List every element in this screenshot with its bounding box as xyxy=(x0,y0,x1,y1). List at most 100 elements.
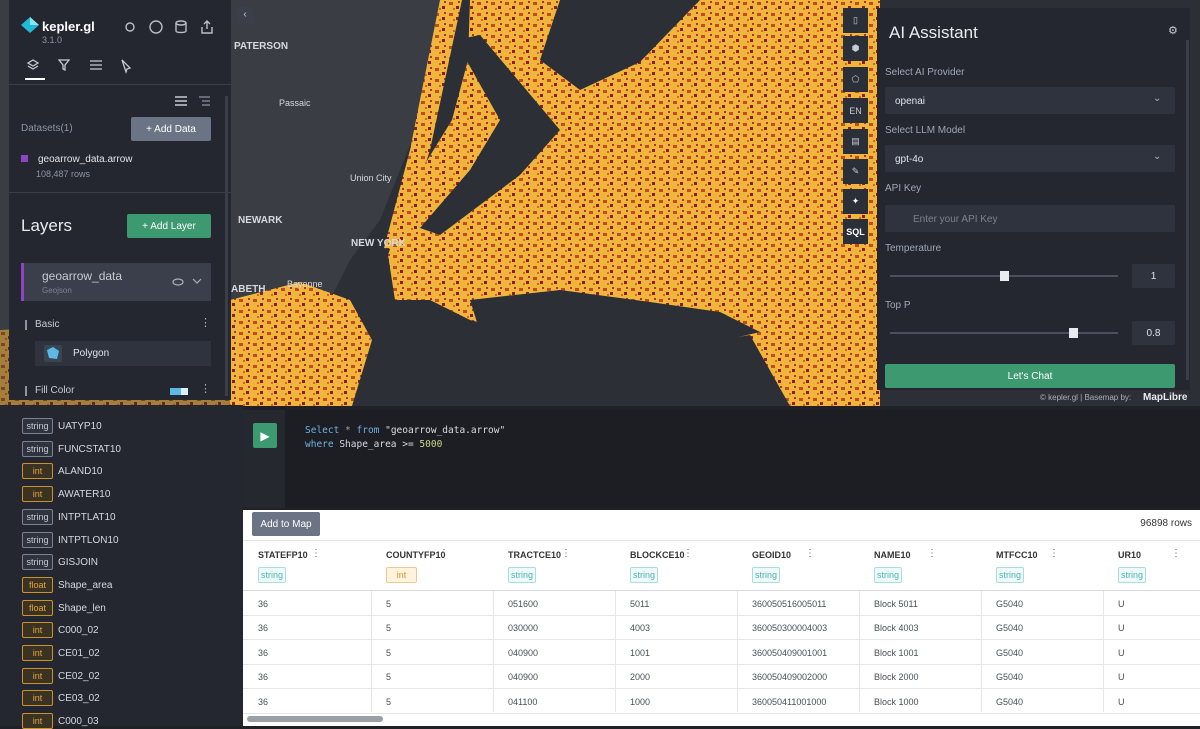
map-label: NEWARK xyxy=(238,215,283,226)
cell: 360050300004003 xyxy=(752,623,828,634)
row-border xyxy=(243,663,1200,665)
type-badge: string xyxy=(22,508,53,525)
column-menu[interactable]: ⋮ xyxy=(927,548,937,559)
temperature-slider[interactable] xyxy=(1000,271,1009,281)
cell: 030000 xyxy=(508,623,539,634)
field-name: INTPTLAT10 xyxy=(58,511,116,523)
split-map[interactable]: ▯ xyxy=(843,8,868,33)
add-layer-button[interactable]: + Add Layer xyxy=(127,214,211,238)
column-name[interactable]: BLOCKCE10 xyxy=(630,550,685,560)
cell: 36 xyxy=(258,599,269,609)
cell: 1000 xyxy=(630,696,651,707)
cell: U xyxy=(1118,672,1125,683)
legend[interactable]: ▤ xyxy=(843,129,868,154)
field-name: Shape_len xyxy=(58,602,106,614)
type-badge: int xyxy=(22,667,53,684)
cell: 041100 xyxy=(508,696,538,707)
column-menu[interactable]: ⋮ xyxy=(439,548,449,559)
cell: 360050409002000 xyxy=(752,672,828,683)
row-border xyxy=(243,712,1200,714)
column-menu[interactable]: ⋮ xyxy=(1049,548,1059,559)
polygon-icon xyxy=(44,345,62,362)
sql-token: from xyxy=(356,425,380,436)
column-name[interactable]: UR10 xyxy=(1118,550,1142,560)
fill-swatch[interactable] xyxy=(170,388,188,395)
map-label: ABETH xyxy=(231,284,265,295)
cell: 2000 xyxy=(630,672,651,683)
api-key-label: API Key xyxy=(885,183,922,194)
top-p-value[interactable]: 0.8 xyxy=(1132,321,1175,345)
field-name: AWATER10 xyxy=(58,489,111,501)
type-badge: float xyxy=(22,576,53,593)
header-icons xyxy=(125,20,213,34)
cell: G5040 xyxy=(996,696,1024,707)
sql-toggle[interactable]: SQL xyxy=(843,219,868,244)
column-name[interactable]: GEOID10 xyxy=(752,550,792,560)
add-data-button[interactable]: + Add Data xyxy=(131,117,211,141)
temperature-label: Temperature xyxy=(885,243,942,254)
collapse-toggle[interactable]: ‹ xyxy=(237,7,253,23)
column-divider xyxy=(737,590,738,712)
temperature-value[interactable]: 1 xyxy=(1132,264,1175,288)
run-button[interactable]: ▶ xyxy=(253,423,277,448)
cell: 040900 xyxy=(508,647,539,658)
ai-toggle[interactable]: ✦ xyxy=(843,189,868,214)
provider-select[interactable]: openai xyxy=(885,87,1175,114)
draw[interactable]: ⬠ xyxy=(843,67,868,92)
api-key-input[interactable]: Enter your API Key xyxy=(885,205,1175,232)
cell: G5040 xyxy=(996,672,1024,683)
type-badge: string xyxy=(22,418,53,434)
sql-code[interactable]: Select * from "geoarrow_data.arrow" where… xyxy=(305,424,505,452)
cell: 4003 xyxy=(630,623,651,634)
maplibre-logo: MapLibre xyxy=(1143,392,1188,403)
sql-token: "geoarrow_data.arrow" xyxy=(379,425,506,436)
dataset-name[interactable]: geoarrow_data.arrow xyxy=(38,154,133,165)
field-name: C000_03 xyxy=(58,716,99,728)
layer-card[interactable] xyxy=(21,263,211,301)
type-badge: string xyxy=(508,567,536,583)
column-name[interactable]: STATEFP10 xyxy=(258,550,308,560)
cell: 5 xyxy=(386,599,392,609)
field-name: ALAND10 xyxy=(58,466,103,478)
map-label: Passaic xyxy=(279,98,311,108)
column-menu[interactable]: ⋮ xyxy=(683,548,693,559)
cell: 5 xyxy=(386,647,392,658)
column-menu[interactable]: ⋮ xyxy=(1171,548,1181,559)
layer-actions[interactable] xyxy=(172,276,208,288)
column-name[interactable]: MTFCC10 xyxy=(996,550,1038,560)
tabs[interactable] xyxy=(25,57,145,81)
h-scrollbar[interactable] xyxy=(247,716,383,722)
top-p-slider[interactable] xyxy=(1069,328,1078,338)
cell: U xyxy=(1118,599,1125,609)
column-divider xyxy=(371,590,372,712)
column-name[interactable]: COUNTYFP10 xyxy=(386,550,446,560)
model-select[interactable]: gpt-4o xyxy=(885,145,1175,172)
list-toggle[interactable] xyxy=(175,95,221,107)
layer-name: geoarrow_data xyxy=(42,269,123,283)
type-badge: int xyxy=(22,645,53,661)
column-menu[interactable]: ⋮ xyxy=(561,548,571,559)
sql-token: * xyxy=(339,425,357,436)
row-count: 96898 rows xyxy=(1140,518,1192,529)
cell: 36 xyxy=(258,623,269,634)
schema-list: string UATYP10 string FUNCSTAT10 int ALAND10 i… xyxy=(0,405,243,729)
column-name[interactable]: TRACTCE10 xyxy=(508,550,562,560)
locale[interactable]: EN xyxy=(843,98,868,123)
version: 3.1.0 xyxy=(42,35,63,45)
cell: 5011 xyxy=(630,599,650,609)
sql-line: Select * from "geoarrow_data.arrow" xyxy=(305,424,505,438)
model-label: Select LLM Model xyxy=(885,125,966,136)
type-badge: int xyxy=(22,622,53,639)
sql-token: 5000 xyxy=(419,439,443,450)
tools[interactable]: ✎ xyxy=(843,159,868,184)
type-badge: string xyxy=(630,567,658,583)
chat-button[interactable]: Let's Chat xyxy=(885,364,1175,388)
layer-type-select[interactable] xyxy=(35,341,211,366)
row-border xyxy=(243,615,1200,616)
add-to-map-button[interactable]: Add to Map xyxy=(252,512,320,536)
cell: Block 2000 xyxy=(874,672,919,683)
3d-toggle[interactable]: ⬢ xyxy=(843,36,868,61)
column-menu[interactable]: ⋮ xyxy=(805,548,815,559)
column-menu[interactable]: ⋮ xyxy=(311,548,321,559)
column-name[interactable]: NAME10 xyxy=(874,550,911,560)
